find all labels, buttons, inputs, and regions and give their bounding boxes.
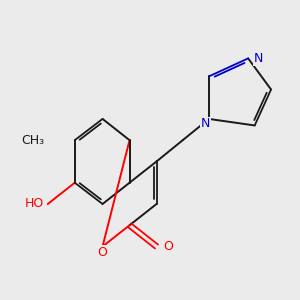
Text: HO: HO — [24, 197, 44, 211]
Text: N: N — [254, 52, 263, 65]
Text: N: N — [201, 117, 210, 130]
Text: O: O — [98, 246, 107, 259]
Text: O: O — [163, 240, 173, 253]
Text: CH₃: CH₃ — [21, 134, 44, 147]
